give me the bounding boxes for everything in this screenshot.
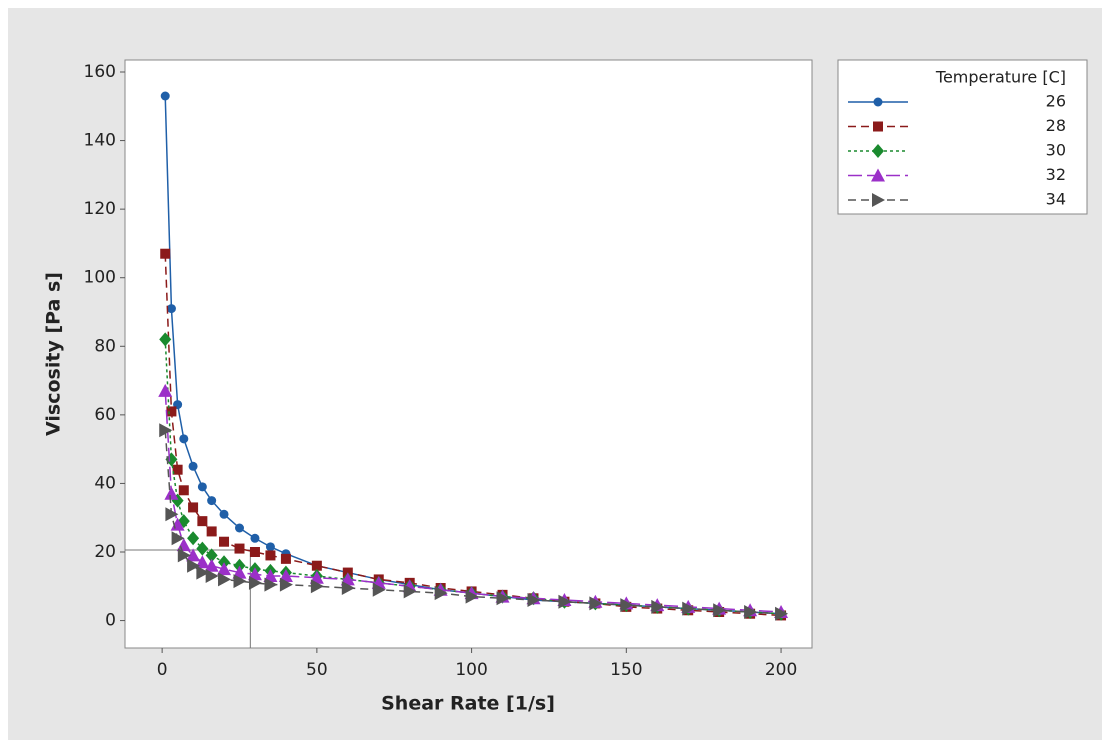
x-tick-label: 150 — [610, 660, 642, 680]
marker — [265, 550, 275, 560]
y-tick-label: 20 — [94, 542, 116, 562]
marker — [250, 534, 259, 543]
marker — [281, 554, 291, 564]
legend-title: Temperature [C] — [935, 68, 1066, 87]
marker — [235, 524, 244, 533]
y-tick-label: 0 — [105, 611, 116, 631]
legend-label: 32 — [1046, 165, 1066, 184]
marker — [219, 537, 229, 547]
marker — [179, 434, 188, 443]
x-tick-label: 50 — [306, 660, 328, 680]
x-axis-title: Shear Rate [1/s] — [381, 693, 555, 715]
marker — [220, 510, 229, 519]
y-tick-label: 120 — [84, 199, 116, 219]
legend-label: 28 — [1046, 116, 1066, 135]
marker — [207, 526, 217, 536]
x-tick-label: 100 — [455, 660, 487, 680]
marker — [179, 485, 189, 495]
marker — [160, 249, 170, 259]
y-axis-title: Viscosity [Pa s] — [43, 272, 65, 436]
legend-label: 26 — [1046, 92, 1066, 111]
marker — [166, 406, 176, 416]
marker — [874, 98, 883, 107]
y-tick-label: 60 — [94, 405, 116, 425]
y-tick-label: 100 — [84, 268, 116, 288]
page: {"chart_data": { "type": "line", "x_labe… — [0, 0, 1102, 740]
plot-area — [125, 60, 812, 648]
marker — [266, 542, 275, 551]
y-tick-label: 40 — [94, 473, 116, 493]
marker — [189, 462, 198, 471]
marker — [207, 496, 216, 505]
legend-label: 30 — [1046, 141, 1066, 160]
marker — [167, 304, 176, 313]
marker — [161, 92, 170, 101]
legend-label: 34 — [1046, 190, 1066, 209]
y-tick-label: 80 — [94, 336, 116, 356]
marker — [197, 516, 207, 526]
x-tick-label: 0 — [157, 660, 168, 680]
marker — [198, 482, 207, 491]
marker — [873, 122, 883, 132]
y-tick-label: 140 — [84, 131, 116, 151]
marker — [235, 544, 245, 554]
y-tick-label: 160 — [84, 62, 116, 82]
marker — [250, 547, 260, 557]
chart: Shear Rate [1/s] Viscosity [Pa s] Temper… — [0, 0, 1102, 740]
marker — [188, 502, 198, 512]
x-tick-label: 200 — [765, 660, 797, 680]
